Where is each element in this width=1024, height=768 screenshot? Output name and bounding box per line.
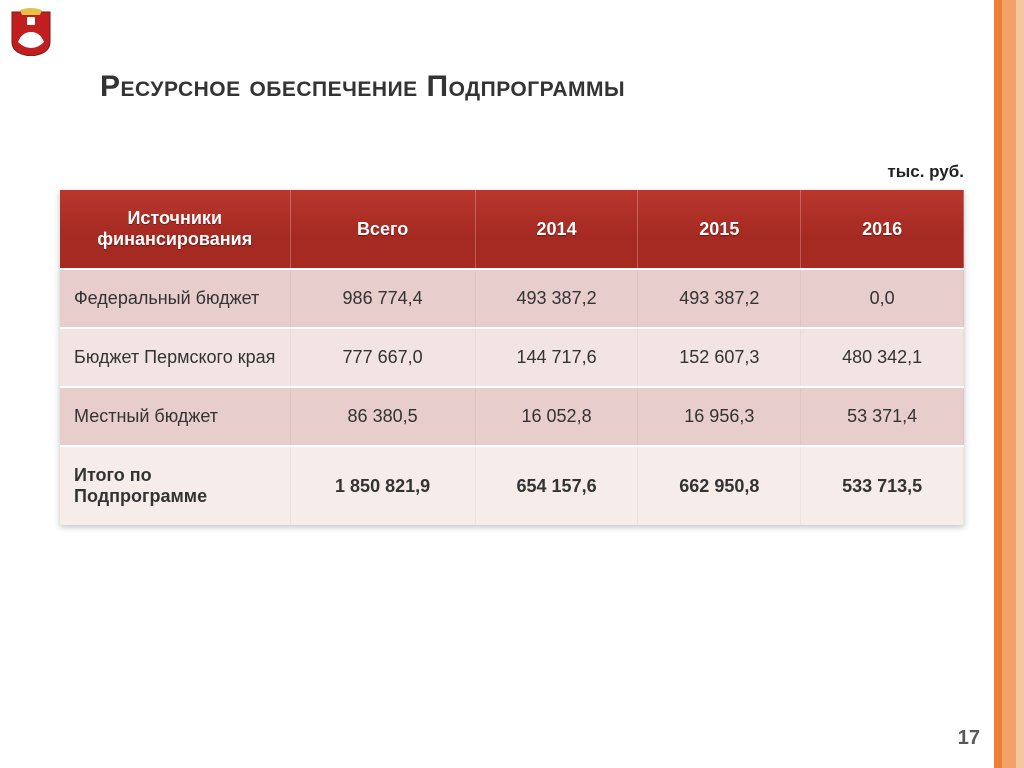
coat-of-arms-icon [10,8,52,56]
table-row-label: Местный бюджет [60,387,290,446]
table-cell: 662 950,8 [638,446,801,525]
stripe-mid [1002,0,1016,768]
table-body: Федеральный бюджет986 774,4493 387,2493 … [60,269,964,525]
table-col-header: 2016 [801,190,964,269]
table-cell: 986 774,4 [290,269,475,328]
table-head: Источники финансированияВсего20142015201… [60,190,964,269]
table-col-header: 2014 [475,190,638,269]
table-col-header: Всего [290,190,475,269]
stripe-inner [994,0,1002,768]
table-col-header: 2015 [638,190,801,269]
table-cell: 16 052,8 [475,387,638,446]
slide: Ресурсное обеспечение Подпрограммы тыс. … [0,0,1024,768]
table-row-label: Итого по Подпрограмме [60,446,290,525]
table-row-label: Бюджет Пермского края [60,328,290,387]
page-title: Ресурсное обеспечение Подпрограммы [100,70,964,104]
table-cell: 654 157,6 [475,446,638,525]
table-cell: 86 380,5 [290,387,475,446]
table-cell: 1 850 821,9 [290,446,475,525]
table-cell: 533 713,5 [801,446,964,525]
table-cell: 493 387,2 [638,269,801,328]
unit-label: тыс. руб. [887,162,964,182]
table-cell: 777 667,0 [290,328,475,387]
table-cell: 0,0 [801,269,964,328]
table-row: Бюджет Пермского края777 667,0144 717,61… [60,328,964,387]
side-stripes [994,0,1024,768]
table-cell: 53 371,4 [801,387,964,446]
table-header-row: Источники финансированияВсего20142015201… [60,190,964,269]
table-cell: 152 607,3 [638,328,801,387]
financing-table: Источники финансированияВсего20142015201… [60,190,964,525]
table-row: Федеральный бюджет986 774,4493 387,2493 … [60,269,964,328]
table-cell: 480 342,1 [801,328,964,387]
table-cell: 16 956,3 [638,387,801,446]
table-row: Итого по Подпрограмме1 850 821,9654 157,… [60,446,964,525]
table-cell: 493 387,2 [475,269,638,328]
stripe-outer [1016,0,1024,768]
table-col-header: Источники финансирования [60,190,290,269]
table-row-label: Федеральный бюджет [60,269,290,328]
table-cell: 144 717,6 [475,328,638,387]
page-number: 17 [958,727,980,750]
table-row: Местный бюджет86 380,516 052,816 956,353… [60,387,964,446]
